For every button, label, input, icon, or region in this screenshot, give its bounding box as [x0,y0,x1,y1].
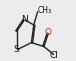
Text: Cl: Cl [50,51,59,60]
Text: O: O [45,28,52,37]
Text: CH₃: CH₃ [38,6,52,15]
Text: N: N [21,15,28,24]
Text: S: S [14,45,20,54]
